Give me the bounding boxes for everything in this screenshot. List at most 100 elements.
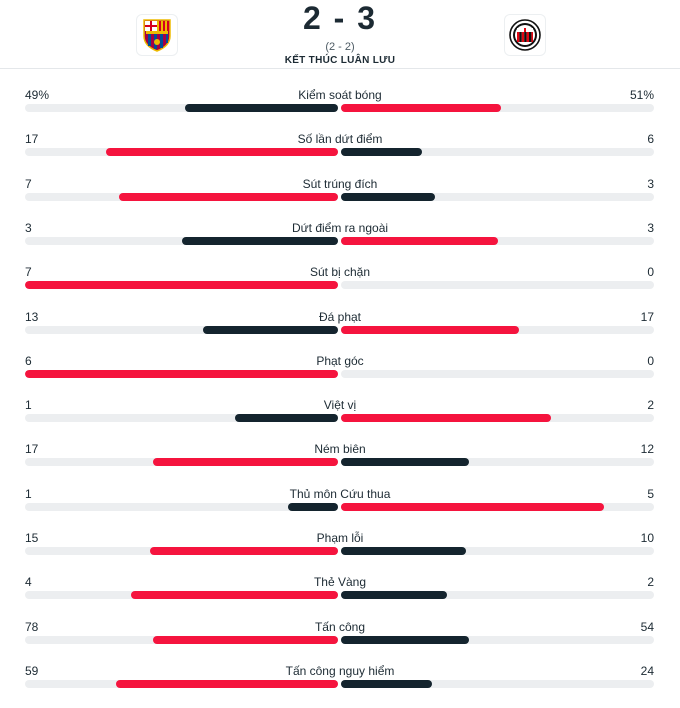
stat-label: Sút bị chặn xyxy=(309,265,371,280)
away-value: 54 xyxy=(640,619,654,634)
away-bar-track xyxy=(341,679,654,688)
home-bar-fill xyxy=(25,281,338,290)
away-bar-track xyxy=(341,104,654,112)
stat-label: Phạt góc xyxy=(316,353,364,368)
home-bar-track xyxy=(25,679,338,688)
home-value: 1 xyxy=(25,398,32,413)
home-bar-fill xyxy=(118,192,338,201)
away-value: 5 xyxy=(647,486,654,501)
stat-row: 17 Số lần dứt điểm 6 xyxy=(0,132,680,176)
away-value: 3 xyxy=(647,220,654,235)
stat-label: Thủ môn Cứu thua xyxy=(289,486,391,501)
home-value: 4 xyxy=(25,575,32,590)
home-bar-track xyxy=(25,635,338,644)
away-value: 3 xyxy=(647,176,654,191)
away-bar-track xyxy=(341,325,654,334)
away-bar-fill xyxy=(341,192,435,201)
stat-row: 49% Kiểm soát bóng 51% xyxy=(0,88,680,132)
away-bar-track xyxy=(341,502,654,511)
home-bar-track xyxy=(25,104,338,112)
home-bar-fill xyxy=(287,502,338,511)
home-bar-fill xyxy=(153,458,338,467)
home-bar-fill xyxy=(150,547,338,555)
away-team-logo[interactable] xyxy=(504,14,546,56)
match-header: 2 - 3 (2 - 2) KẾT THÚC LUÂN LƯU xyxy=(0,0,680,69)
penalty-score: (2 - 2) xyxy=(325,41,355,53)
home-bar-fill xyxy=(106,148,338,157)
away-value: 12 xyxy=(640,442,654,457)
match-status: KẾT THÚC LUÂN LƯU xyxy=(284,55,396,66)
away-bar-track xyxy=(341,369,654,378)
stat-row: 1 Việt vị 2 xyxy=(0,398,680,442)
home-bar-fill xyxy=(234,414,338,423)
home-bar-track xyxy=(25,458,338,467)
home-bar-track xyxy=(25,369,338,378)
away-bar-fill xyxy=(341,547,467,555)
stat-label: Kiểm soát bóng xyxy=(298,88,382,102)
home-bar-track xyxy=(25,502,338,511)
home-bar-track xyxy=(25,281,338,290)
away-value: 6 xyxy=(647,132,654,147)
away-value: 0 xyxy=(647,353,654,368)
home-value: 17 xyxy=(25,132,39,147)
home-bar-track xyxy=(25,148,338,157)
home-value: 1 xyxy=(25,486,32,501)
stat-label: Việt vị xyxy=(323,398,357,413)
away-bar-track xyxy=(341,281,654,290)
away-bar-fill xyxy=(341,591,448,600)
home-value: 6 xyxy=(25,353,32,368)
away-bar-track xyxy=(341,458,654,467)
stat-row: 15 Phạm lỗi 10 xyxy=(0,531,680,575)
stat-label: Số lần dứt điểm xyxy=(297,132,383,147)
stat-label: Ném biên xyxy=(314,442,366,457)
home-bar-fill xyxy=(184,104,338,112)
stat-label: Thẻ Vàng xyxy=(313,575,367,590)
stat-row: 1 Thủ môn Cứu thua 5 xyxy=(0,487,680,531)
stat-label: Phạm lỗi xyxy=(316,531,364,545)
home-bar-fill xyxy=(153,635,338,644)
home-bar-fill xyxy=(131,591,338,600)
away-value: 24 xyxy=(640,663,654,678)
stat-label: Sút trúng đích xyxy=(302,176,378,191)
home-bar-track xyxy=(25,591,338,600)
away-bar-track xyxy=(341,591,654,600)
home-bar-fill xyxy=(203,325,338,334)
home-bar-fill xyxy=(115,679,338,688)
stat-row: 78 Tấn công 54 xyxy=(0,620,680,664)
stat-label: Tấn công nguy hiểm xyxy=(285,663,395,678)
away-bar-fill xyxy=(341,458,470,467)
away-bar-track xyxy=(341,236,654,245)
stat-row: 4 Thẻ Vàng 2 xyxy=(0,575,680,619)
home-value: 78 xyxy=(25,619,39,634)
home-bar-track xyxy=(25,414,338,423)
home-value: 3 xyxy=(25,220,32,235)
stat-label: Dứt điểm ra ngoài xyxy=(291,220,389,235)
stat-label: Tấn công xyxy=(314,619,366,634)
stat-row: 3 Dứt điểm ra ngoài 3 xyxy=(0,221,680,265)
ac-milan-crest-icon xyxy=(509,19,541,51)
home-team-logo[interactable] xyxy=(136,14,178,56)
away-bar-fill xyxy=(341,236,498,245)
away-bar-track xyxy=(341,635,654,644)
away-bar-fill xyxy=(341,502,604,511)
away-value: 0 xyxy=(647,265,654,280)
away-bar-fill xyxy=(341,679,432,688)
match-score: 2 - 3 xyxy=(302,0,378,36)
barcelona-crest-icon xyxy=(143,19,171,52)
away-value: 10 xyxy=(640,531,654,545)
away-value: 2 xyxy=(647,398,654,413)
away-bar-track xyxy=(341,414,654,423)
stat-row: 7 Sút bị chặn 0 xyxy=(0,265,680,309)
stat-row: 17 Ném biên 12 xyxy=(0,442,680,486)
away-bar-fill xyxy=(341,325,520,334)
home-value: 49% xyxy=(25,88,50,102)
home-bar-fill xyxy=(181,236,338,245)
away-bar-fill xyxy=(341,414,551,423)
home-value: 7 xyxy=(25,176,32,191)
home-bar-fill xyxy=(25,369,338,378)
home-value: 7 xyxy=(25,265,32,280)
away-bar-track xyxy=(341,148,654,157)
away-bar-track xyxy=(341,192,654,201)
home-value: 15 xyxy=(25,531,39,545)
away-bar-track xyxy=(341,547,654,555)
